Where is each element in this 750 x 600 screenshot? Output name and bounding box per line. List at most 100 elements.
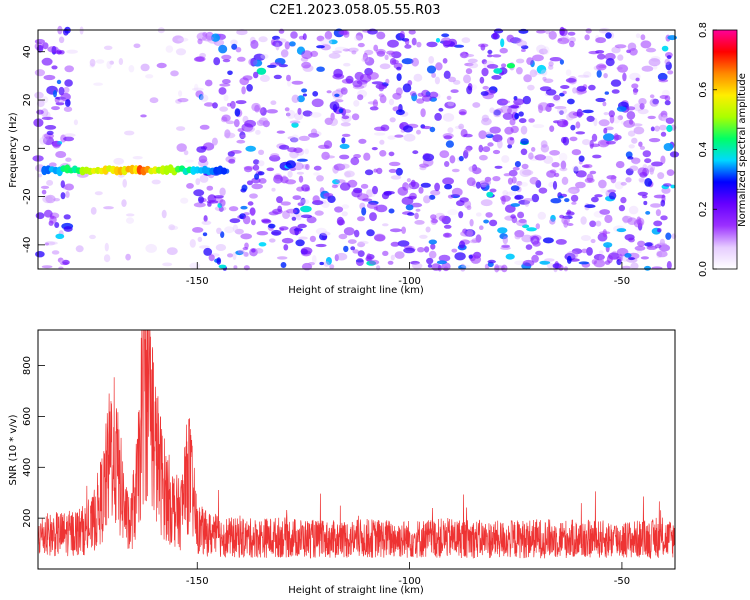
heatmap-cell [219, 199, 226, 207]
heatmap-cell [413, 73, 423, 82]
heatmap-cell [503, 173, 511, 177]
heatmap-cell [369, 106, 379, 111]
heatmap-cell [301, 262, 313, 271]
heatmap-cell [581, 248, 588, 254]
heatmap-cell [485, 212, 493, 218]
heatmap-cell [531, 193, 540, 203]
heatmap-cell [605, 32, 612, 39]
colorbar-tick-label: 0.8 [698, 22, 709, 38]
heatmap-cell [128, 65, 135, 73]
heatmap-cell [620, 181, 627, 186]
heatmap-cell [489, 219, 498, 227]
heatmap-cell [251, 248, 256, 253]
heatmap-cell [517, 211, 525, 219]
heatmap-cell [180, 197, 189, 204]
heatmap-cell [603, 127, 608, 134]
colorbar-tick-label: 0.6 [698, 82, 709, 98]
heatmap-cell [280, 262, 287, 268]
heatmap-cell [394, 134, 404, 138]
heatmap-cell [372, 185, 378, 195]
heatmap-cell [375, 204, 388, 213]
heatmap-cell [351, 113, 360, 121]
heatmap-cell [382, 223, 389, 227]
heatmap-x-ticks: -150 -100 -50 [186, 262, 630, 287]
heatmap-cell [258, 117, 269, 125]
heatmap-cell [253, 53, 266, 61]
heatmap-cell [507, 177, 513, 185]
heatmap-cell [471, 164, 478, 172]
heatmap-cell [560, 160, 567, 170]
heatmap-cell [454, 252, 466, 261]
heatmap-cell [515, 58, 525, 64]
heatmap-cell [572, 87, 578, 94]
heatmap-cell [454, 125, 463, 130]
heatmap-cell [610, 79, 622, 87]
heatmap-cell [388, 98, 395, 106]
heatmap-cell [505, 253, 515, 260]
heatmap-cell [514, 260, 526, 266]
heatmap-cell [218, 87, 227, 95]
heatmap-cell [172, 35, 184, 44]
heatmap-cell [228, 158, 236, 164]
heatmap-cell [641, 194, 648, 199]
heatmap-cell [145, 243, 157, 253]
heatmap-cell [47, 46, 59, 53]
heatmap-cell [469, 239, 479, 244]
heatmap-cell [230, 150, 242, 154]
heatmap-cell [239, 131, 246, 140]
heatmap-cell [358, 138, 367, 144]
heatmap-cell [491, 75, 502, 80]
heatmap-cell [352, 249, 360, 254]
heatmap-cell [430, 214, 437, 220]
heatmap-cell [542, 237, 554, 244]
heatmap-cell [659, 124, 667, 131]
heatmap-cell [558, 195, 564, 199]
heatmap-cell [42, 195, 53, 204]
heatmap-cell [193, 189, 205, 197]
heatmap-cell [248, 58, 258, 66]
heatmap-cell [296, 158, 308, 162]
heatmap-cell [339, 154, 350, 160]
heatmap-cell [590, 143, 600, 148]
heatmap-cell [198, 155, 208, 163]
heatmap-cell [439, 150, 450, 159]
heatmap-cell [426, 65, 437, 74]
heatmap-cell [51, 250, 60, 255]
heatmap-cell [493, 109, 501, 116]
heatmap-cell [521, 169, 534, 176]
heatmap-cell [59, 95, 66, 103]
heatmap-cell [272, 35, 280, 41]
heatmap-cell [260, 53, 269, 60]
heatmap-cell [536, 64, 547, 74]
heatmap-cell [615, 161, 625, 169]
heatmap-cell [557, 120, 569, 128]
heatmap-cell [583, 71, 592, 78]
heatmap-cell [384, 54, 389, 61]
heatmap-cell [341, 137, 346, 144]
heatmap-cell [237, 249, 245, 254]
heatmap-cell [646, 164, 656, 173]
heatmap-cell [357, 216, 365, 222]
heatmap-cell [463, 149, 469, 159]
heatmap-cell [501, 244, 510, 248]
heatmap-cell [296, 171, 304, 175]
heatmap-cell [219, 187, 226, 197]
heatmap-cell [665, 232, 672, 240]
heatmap-cell [198, 94, 204, 101]
heatmap-cell [401, 58, 414, 65]
heatmap-cell [543, 78, 554, 84]
heatmap-cell [497, 227, 508, 234]
heatmap-cell [538, 48, 548, 55]
heatmap-cell [482, 146, 491, 153]
heatmap-cell [411, 57, 420, 67]
heatmap-cell [499, 47, 508, 54]
heatmap-cell [35, 212, 45, 220]
heatmap-cell [597, 139, 610, 148]
heatmap-cell [300, 247, 313, 255]
heatmap-cell [610, 175, 617, 184]
heatmap-cell [626, 111, 636, 120]
heatmap-cell [506, 34, 515, 43]
heatmap-cell [289, 226, 302, 236]
heatmap-cell [419, 234, 428, 239]
heatmap-cell [567, 31, 576, 36]
